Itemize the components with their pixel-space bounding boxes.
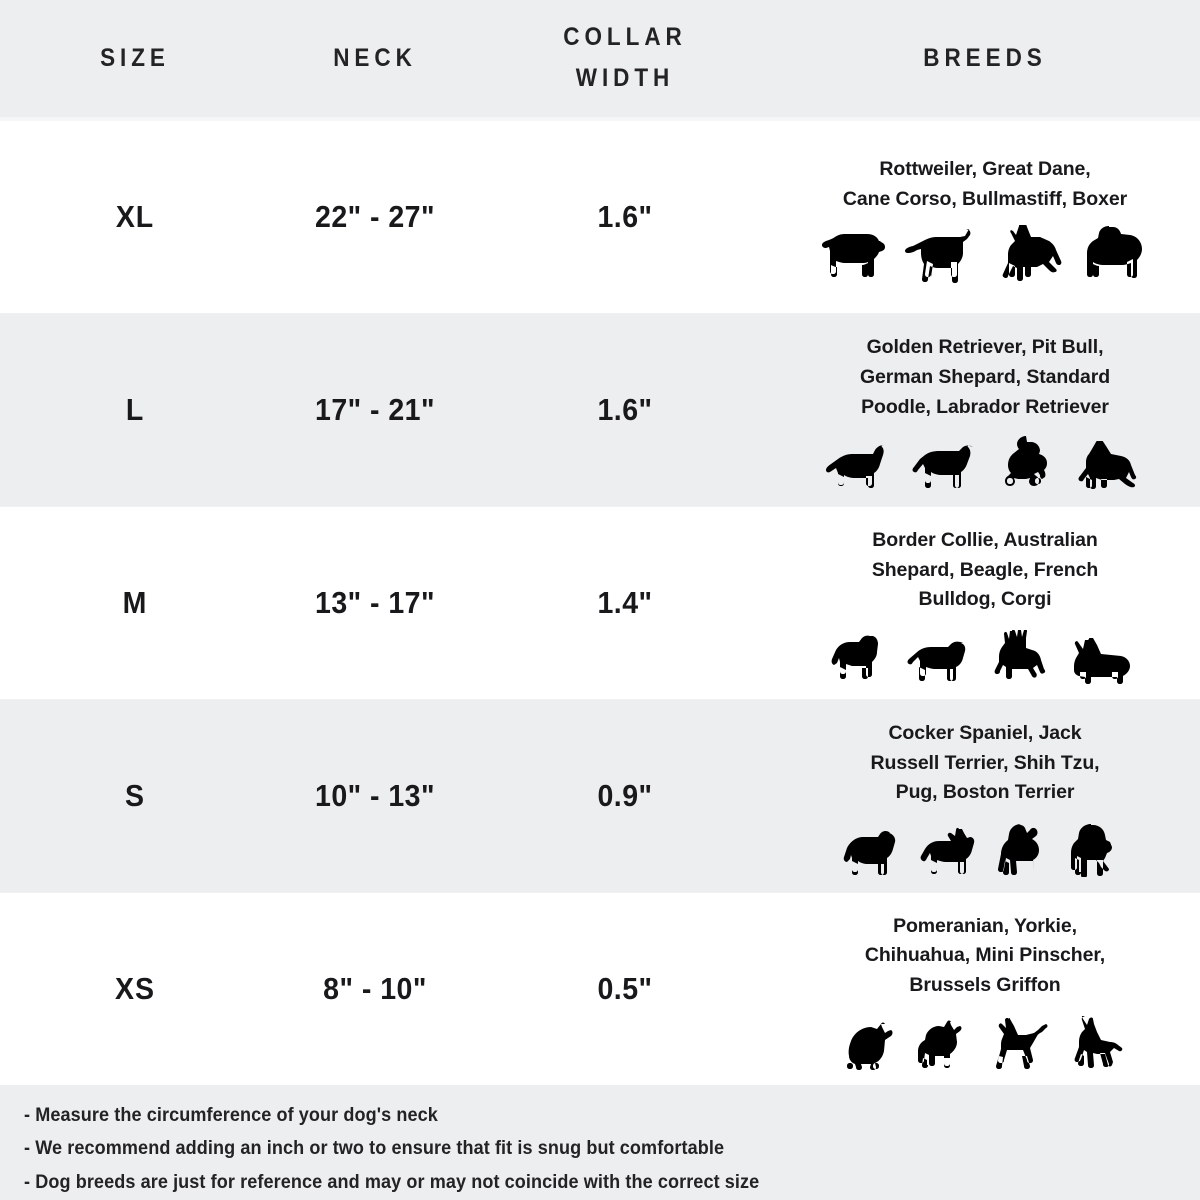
labrador-silhouette-icon <box>912 445 973 489</box>
golden-retriever-silhouette-icon <box>826 445 884 489</box>
pomeranian-silhouette-icon <box>847 1022 893 1070</box>
footer-note: - We recommend adding an inch or two to … <box>24 1138 725 1160</box>
great-dane-silhouette-icon <box>905 229 971 284</box>
cell-breeds: Border Collie, Australian Shepard, Beagl… <box>770 522 1200 685</box>
table-row: M 13" - 17" 1.4" Border Collie, Australi… <box>0 506 1200 699</box>
breeds-text-line: Poodle, Labrador Retriever <box>861 395 1109 418</box>
footer-note: - Measure the circumference of your dog'… <box>24 1104 438 1126</box>
rottweiler-silhouette-icon <box>822 234 885 278</box>
breeds-text: Border Collie, Australian Shepard, Beagl… <box>785 526 1185 615</box>
breed-silhouettes <box>819 221 1151 284</box>
cell-neck: 8" - 10" <box>323 970 427 1006</box>
cell-size: L <box>125 392 145 428</box>
breeds-text-line: Chihuahua, Mini Pinscher, <box>864 944 1106 967</box>
breeds-text-line: German Shepard, Standard <box>859 366 1111 388</box>
breed-silhouettes <box>830 622 1140 685</box>
table-row: XS 8" - 10" 0.5" Pomeranian, Yorkie, Chi… <box>0 891 1200 1085</box>
jack-russell-silhouette-icon <box>920 827 975 874</box>
column-header-collar-width: COLLAR WIDTH <box>495 17 756 100</box>
breed-silhouettes <box>843 815 1127 877</box>
breeds-text-line: Pug, Boston Terrier <box>895 781 1075 804</box>
german-shepherd-silhouette-icon <box>1078 441 1137 490</box>
table-row: L 17" - 21" 1.6" Golden Retriever, Pit B… <box>0 313 1200 507</box>
pug-silhouette-icon <box>1071 823 1112 877</box>
breeds-text: Golden Retriever, Pit Bull, German Shepa… <box>785 333 1185 422</box>
breeds-text-line: Bulldog, Corgi <box>918 588 1052 611</box>
breeds-text-line: Russell Terrier, Shih Tzu, <box>870 751 1100 774</box>
breed-silhouettes <box>841 1008 1129 1070</box>
column-header-breeds: BREEDS <box>923 43 1047 72</box>
footer-notes: - Measure the circumference of your dog'… <box>0 1084 1200 1200</box>
breeds-text-line: Rottweiler, Great Dane, <box>879 157 1091 180</box>
breeds-text: Pomeranian, Yorkie, Chihuahua, Mini Pins… <box>785 912 1185 1001</box>
cell-neck: 10" - 13" <box>314 777 435 813</box>
poodle-silhouette-icon <box>1005 436 1047 487</box>
breeds-text-line: Cocker Spaniel, Jack <box>888 721 1082 744</box>
footer-note: - Dog breeds are just for reference and … <box>24 1172 760 1194</box>
cell-collar-width: 1.6" <box>597 199 653 235</box>
breeds-text-line: Shepard, Beagle, French <box>871 558 1099 581</box>
breeds-text-line: Border Collie, Australian <box>872 529 1098 552</box>
breeds-text-line: Pomeranian, Yorkie, <box>893 914 1077 937</box>
shih-tzu-silhouette-icon <box>998 823 1039 875</box>
cell-size: XS <box>115 970 155 1006</box>
bullmastiff-silhouette-icon <box>1087 226 1142 279</box>
table-header-row: SIZE NECK COLLAR WIDTH BREEDS <box>0 0 1200 121</box>
cell-size: M <box>122 585 148 621</box>
border-collie-silhouette-icon <box>831 635 878 680</box>
breeds-text: Rottweiler, Great Dane, Cane Corso, Bull… <box>785 155 1185 214</box>
corgi-silhouette-icon <box>1074 638 1130 685</box>
cell-neck: 17" - 21" <box>314 392 435 428</box>
cell-breeds: Cocker Spaniel, Jack Russell Terrier, Sh… <box>770 715 1200 877</box>
column-header-collar-width-line1: COLLAR <box>563 23 687 52</box>
cell-collar-width: 1.4" <box>597 585 653 621</box>
cell-collar-width: 0.5" <box>597 970 653 1006</box>
cell-breeds: Pomeranian, Yorkie, Chihuahua, Mini Pins… <box>770 908 1200 1070</box>
cell-collar-width: 1.6" <box>597 392 653 428</box>
table-row: XL 22" - 27" 1.6" Rottweiler, Great Dane… <box>0 120 1200 314</box>
beagle-silhouette-icon <box>907 641 966 682</box>
cane-corso-silhouette-icon <box>1002 225 1062 282</box>
column-header-collar-width-line2: WIDTH <box>575 64 675 93</box>
breed-silhouettes <box>826 429 1144 491</box>
table-row: S 10" - 13" 0.9" Cocker Spaniel, Jack Ru… <box>0 698 1200 892</box>
column-header-size: SIZE <box>100 43 170 72</box>
mini-pinscher-silhouette-icon <box>1074 1015 1123 1068</box>
cell-size: S <box>125 777 145 813</box>
cell-neck: 22" - 27" <box>314 199 435 235</box>
breeds-text: Cocker Spaniel, Jack Russell Terrier, Sh… <box>785 719 1185 808</box>
column-header-neck: NECK <box>333 43 417 72</box>
breeds-text-line: Brussels Griffon <box>909 973 1061 996</box>
cell-size: XL <box>115 199 155 235</box>
cocker-spaniel-silhouette-icon <box>843 830 896 875</box>
breeds-text-line: Cane Corso, Bullmastiff, Boxer <box>842 187 1128 210</box>
cell-collar-width: 0.9" <box>597 777 653 813</box>
yorkie-silhouette-icon <box>918 1020 962 1068</box>
french-bulldog-silhouette-icon <box>994 630 1046 680</box>
chihuahua-silhouette-icon <box>996 1017 1048 1069</box>
cell-neck: 13" - 17" <box>314 585 435 621</box>
breeds-text-line: Golden Retriever, Pit Bull, <box>866 336 1104 359</box>
cell-breeds: Rottweiler, Great Dane, Cane Corso, Bull… <box>770 151 1200 284</box>
cell-breeds: Golden Retriever, Pit Bull, German Shepa… <box>770 329 1200 491</box>
